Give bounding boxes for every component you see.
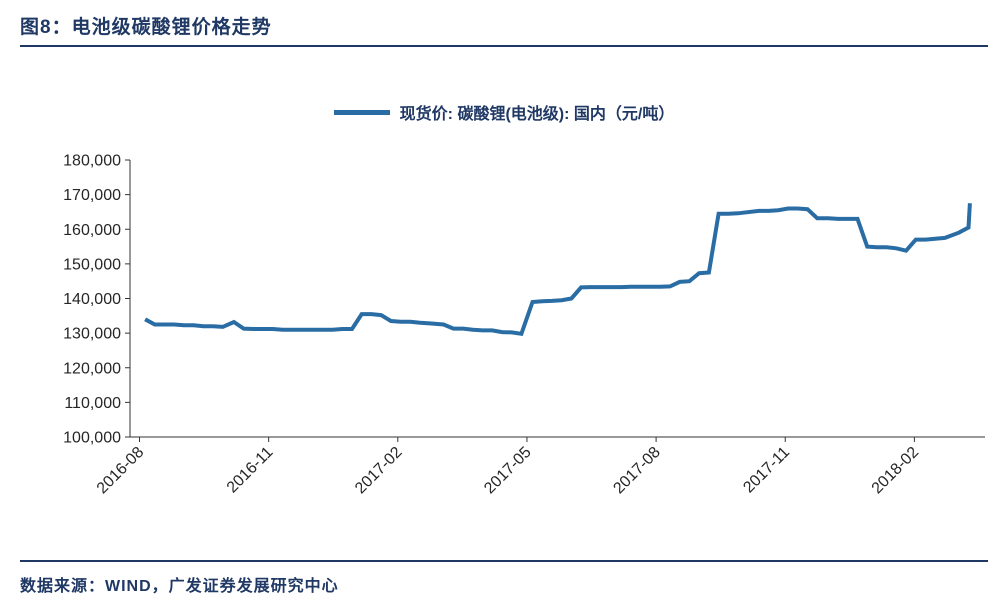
x-tick-label: 2017-05 (481, 444, 535, 498)
y-tick-label: 140,000 (63, 291, 121, 308)
figure-title: 图8：电池级碳酸锂价格走势 (20, 17, 272, 38)
x-tick-label: 2017-08 (610, 444, 664, 498)
y-tick-label: 180,000 (63, 153, 121, 170)
y-tick-label: 110,000 (64, 395, 121, 412)
legend-label: 现货价: 碳酸锂(电池级): 国内（元/吨） (399, 106, 675, 123)
y-axis-labels: 100,000 110,000 120,000 130,000 140,000 150,0… (63, 153, 121, 447)
x-tick-label: 2018-02 (869, 444, 923, 498)
x-tick-label: 2017-11 (740, 444, 793, 497)
y-tick-label: 150,000 (63, 256, 121, 273)
y-tick-label: 120,000 (63, 360, 121, 377)
x-tick-label: 2016-11 (224, 444, 277, 497)
y-tick-label: 160,000 (63, 222, 121, 239)
series-line (144, 203, 972, 337)
legend-line-swatch (333, 109, 390, 115)
chart-legend: 现货价: 碳酸锂(电池级): 国内（元/吨） (0, 100, 1008, 124)
axes (125, 159, 985, 442)
price-line-chart: 100,000 110,000 120,000 130,000 140,000 150,0… (63, 153, 985, 498)
y-tick-label: 100,000 (63, 430, 121, 447)
data-source: 数据来源：WIND，广发证券发展研究中心 (20, 578, 339, 595)
figure-header: 图8：电池级碳酸锂价格走势 (20, 12, 988, 39)
footer-divider (20, 560, 988, 562)
x-tick-label: 2016-08 (94, 444, 148, 498)
x-axis-labels: 2016-08 2016-11 2017-02 2017-05 2017-08 2017-… (94, 444, 922, 498)
y-tick-label: 170,000 (63, 187, 121, 204)
y-tick-label: 130,000 (63, 326, 121, 343)
header-divider (20, 45, 988, 47)
x-tick-label: 2017-02 (352, 444, 406, 498)
